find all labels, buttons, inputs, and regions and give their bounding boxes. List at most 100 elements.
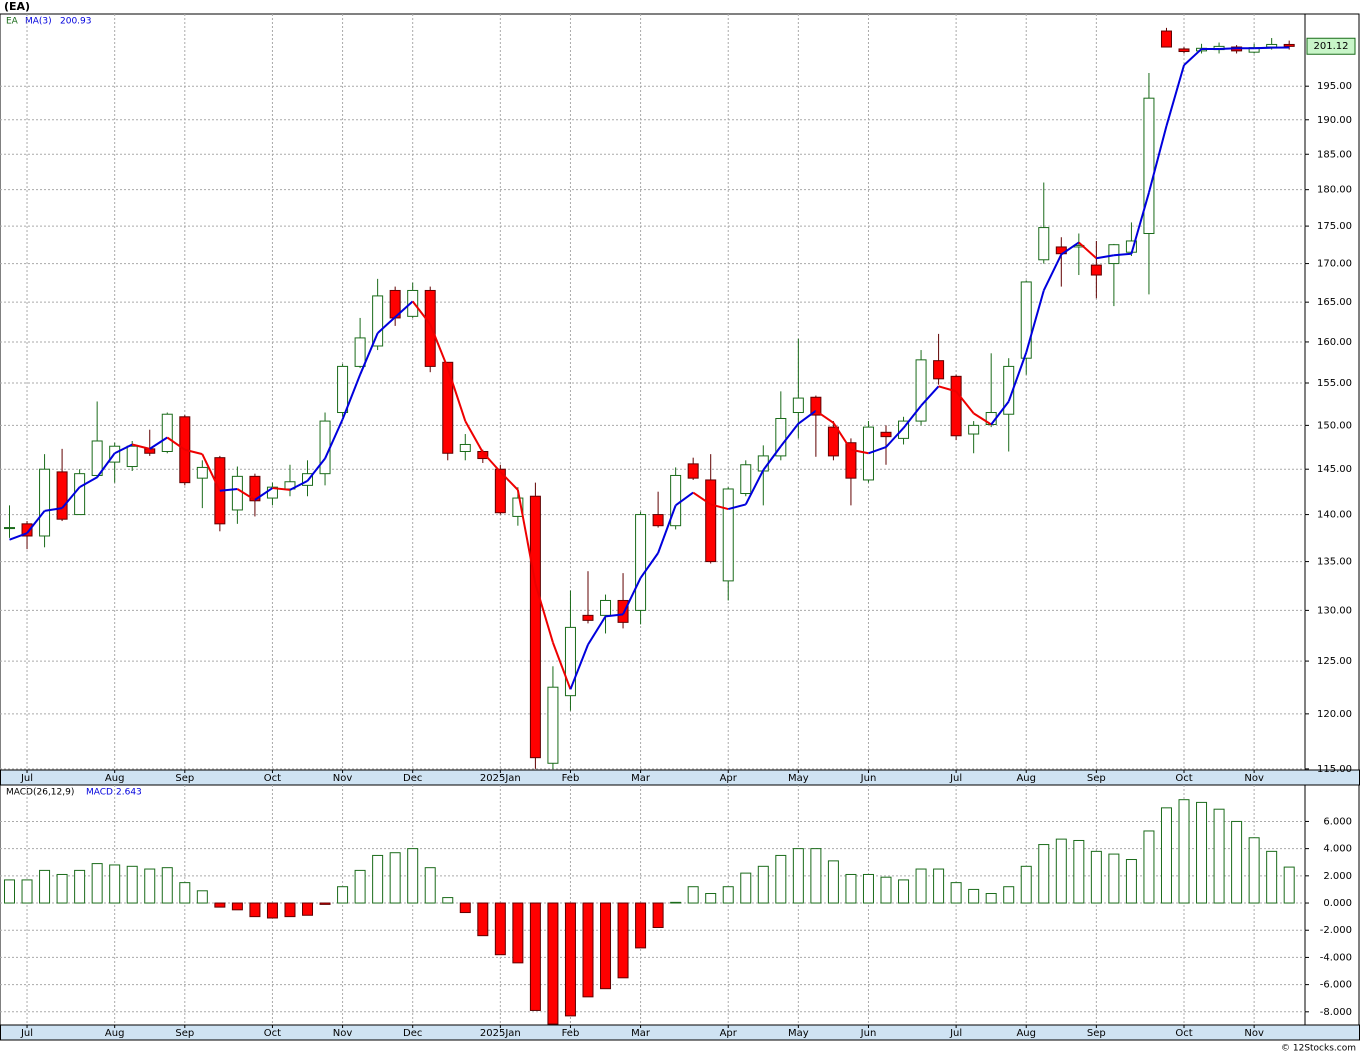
ma-line — [61, 486, 81, 509]
macd-bar — [968, 888, 980, 904]
x-tick-label: Nov — [1244, 1028, 1264, 1039]
macd-bar — [950, 882, 962, 904]
y-tick-label: 6.000 — [1323, 816, 1352, 827]
macd-bar — [1196, 801, 1208, 904]
x-tick-label: Jul — [20, 1028, 33, 1039]
macd-bar — [459, 902, 471, 914]
y-tick-label: 2.000 — [1323, 871, 1352, 882]
ma-line — [394, 300, 414, 318]
ma-line — [9, 532, 28, 541]
month-strip — [0, 1024, 1360, 1041]
macd-bar — [792, 848, 804, 904]
macd-bar — [39, 869, 51, 904]
y-tick-label: 175.00 — [1317, 221, 1352, 232]
y-tick-label: 170.00 — [1317, 259, 1352, 270]
macd-bar — [196, 890, 208, 904]
candle-body — [1038, 227, 1050, 261]
macd-bar — [810, 848, 822, 904]
macd-bar — [21, 879, 33, 904]
y-tick-label: 125.00 — [1317, 656, 1352, 667]
ma-line — [868, 446, 887, 455]
macd-bar — [617, 902, 629, 979]
candle-body — [775, 418, 787, 457]
x-tick-label: Oct — [1175, 773, 1192, 784]
candle-body — [740, 464, 752, 495]
x-tick-label: Nov — [333, 1028, 353, 1039]
candle-body — [547, 686, 559, 764]
macd-bar — [775, 854, 787, 904]
x-tick-label: Sep — [175, 773, 194, 784]
macd-bar — [424, 867, 436, 904]
ma-line — [639, 552, 659, 579]
macd-bar — [635, 902, 647, 949]
footer: © 12Stocks.com — [1281, 1044, 1356, 1054]
y-tick-label: 4.000 — [1323, 844, 1352, 855]
month-strip — [0, 769, 1360, 786]
macd-bar — [1266, 850, 1278, 904]
ma-line — [79, 476, 98, 489]
macd-bar — [880, 876, 892, 904]
macd-bar — [705, 893, 717, 904]
macd-bar — [1108, 853, 1120, 904]
x-tick-label: Jun — [860, 1028, 877, 1039]
y-tick-label: 195.00 — [1317, 81, 1352, 92]
candle-body — [231, 475, 243, 511]
y-tick-label: -8.000 — [1320, 1007, 1352, 1018]
x-tick-label: Oct — [1175, 1028, 1192, 1039]
ma-line — [990, 400, 1010, 426]
macd-bar — [302, 902, 314, 916]
candle-body — [1160, 30, 1172, 48]
macd-bar — [582, 902, 594, 998]
ma-line — [376, 316, 396, 334]
ma-line — [1254, 46, 1272, 50]
ma-line — [482, 451, 502, 473]
candle-body — [249, 475, 261, 502]
x-tick-label: Oct — [264, 773, 281, 784]
x-tick-label: May — [788, 1028, 809, 1039]
candle-body — [4, 527, 15, 530]
macd-bar — [337, 886, 349, 904]
x-tick-label: Mar — [631, 1028, 651, 1039]
ma-line — [149, 436, 168, 450]
macd-bar — [529, 902, 541, 1011]
macd-legend: MACD:2.643 — [86, 788, 142, 798]
ma-line — [219, 487, 238, 492]
macd-bar — [1038, 844, 1050, 904]
macd-bar — [109, 864, 121, 904]
candle-body — [494, 468, 506, 514]
ma-line — [902, 405, 922, 429]
candle-body — [337, 365, 349, 414]
candle-body — [424, 289, 436, 367]
candle-body — [39, 468, 51, 537]
macd-bar — [354, 869, 366, 904]
ma-line — [499, 471, 519, 491]
candle-body — [56, 471, 68, 520]
macd-bar — [1248, 837, 1260, 904]
ma-line — [306, 457, 326, 482]
y-tick-label: -6.000 — [1320, 980, 1352, 991]
ma-line — [920, 385, 940, 407]
macd-bar — [266, 902, 278, 919]
ma-line — [780, 423, 800, 447]
ma-line — [201, 453, 221, 492]
candle-body — [862, 426, 874, 481]
x-tick-label: Aug — [1016, 1028, 1036, 1039]
ma-line — [762, 445, 782, 471]
x-tick-label: Jul — [20, 773, 33, 784]
ticker-header: (EA) — [4, 0, 30, 13]
candle-body — [1283, 43, 1295, 47]
x-tick-label: Dec — [403, 773, 422, 784]
macd-bar — [564, 902, 576, 1017]
ma-line — [131, 443, 150, 450]
ma-line — [184, 448, 203, 456]
ma-line — [114, 443, 133, 455]
x-tick-label: Jul — [949, 773, 962, 784]
macd-bar — [91, 863, 103, 904]
ma-legend: MA(3) — [25, 17, 52, 27]
ma-line — [534, 583, 554, 643]
ma-line — [622, 577, 642, 615]
macd-bar — [1213, 808, 1225, 904]
y-tick-label: 190.00 — [1317, 115, 1352, 126]
ma-line — [832, 422, 852, 451]
y-tick-label: 150.00 — [1317, 420, 1352, 431]
